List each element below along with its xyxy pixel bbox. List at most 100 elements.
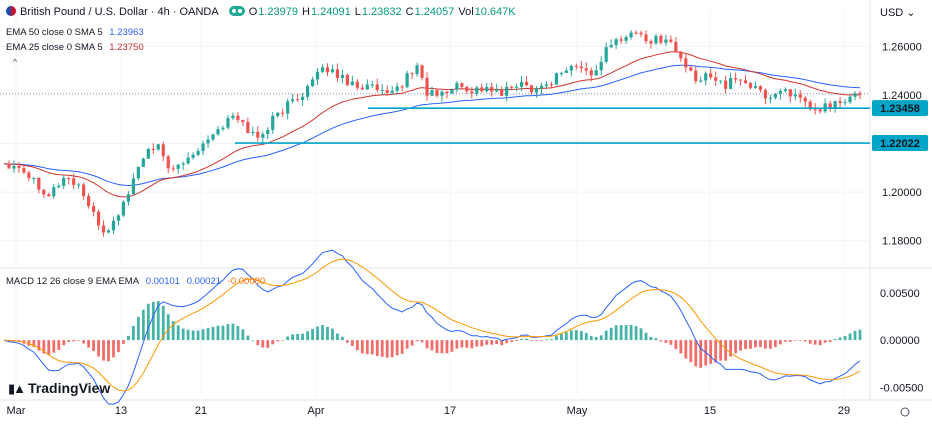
ema50-legend[interactable]: EMA 50 close 0 SMA 5 1.23963: [6, 27, 148, 38]
candle-body: [47, 194, 51, 197]
candle-body: [818, 109, 822, 112]
macd-hist-bar: [27, 340, 31, 346]
ohlc-key-c: C: [405, 6, 414, 18]
currency-selector[interactable]: USD ⌄: [880, 6, 916, 19]
macd-tick-label: -0.00500: [880, 382, 923, 394]
macd-hist-bar: [370, 340, 374, 355]
macd-hist-bar: [684, 340, 688, 359]
macd-hist-bar: [589, 336, 593, 341]
candle-body: [226, 118, 230, 128]
candle-body: [480, 87, 484, 92]
macd-hist-bar: [42, 340, 46, 354]
candle-body: [256, 131, 260, 138]
macd-hist-bar: [535, 340, 538, 341]
candle-body: [848, 96, 852, 103]
collapse-legend-button[interactable]: ^: [12, 57, 18, 67]
ema25-legend[interactable]: EMA 25 close 0 SMA 5 1.23750: [6, 42, 148, 53]
macd-hist-bar: [107, 340, 110, 362]
candle-body: [196, 151, 200, 155]
macd-hist-bar: [151, 301, 155, 341]
macd-hist-bar: [117, 340, 120, 353]
macd-hist-bar: [166, 314, 170, 341]
macd-legend[interactable]: MACD 12 26 close 9 EMA EMA 0.00101 0.000…: [6, 276, 269, 287]
price-label-box: [872, 135, 928, 152]
macd-hist-bar: [719, 340, 723, 361]
macd-hist-bar: [555, 335, 558, 341]
candle-body: [788, 89, 792, 97]
macd-hist-bar: [331, 328, 334, 341]
candle-body: [778, 90, 782, 94]
candle-body: [534, 88, 539, 93]
x-tick-label: 29: [838, 405, 850, 417]
candle-body: [798, 94, 802, 98]
candle-body: [699, 80, 703, 82]
macd-hist-bar: [226, 324, 230, 341]
x-tick-label: 17: [444, 405, 456, 417]
macd-hist-bar: [405, 340, 409, 349]
price-tick-label: 1.20000: [882, 187, 922, 199]
candle-body: [301, 96, 305, 101]
candle-body: [614, 39, 618, 46]
candle-body: [176, 164, 180, 169]
tradingview-icon: ▮▲: [8, 381, 26, 396]
candle-body: [126, 194, 131, 202]
macd-hist-bar: [455, 340, 459, 349]
macd-hist-bar: [410, 340, 414, 346]
symbol-title[interactable]: British Pound / U.S. Dollar · 4h · OANDA: [20, 6, 219, 18]
candle-body: [609, 45, 613, 48]
candle-body: [360, 87, 364, 90]
candle-body: [365, 84, 369, 90]
macd-hist-bar: [266, 340, 270, 348]
macd-hist-bar: [350, 340, 354, 347]
currency-label: USD: [880, 7, 904, 19]
candle-body: [838, 101, 842, 103]
tradingview-logo[interactable]: ▮▲ TradingView: [8, 380, 110, 397]
macd-hist-bar: [425, 340, 429, 349]
macd-hist-bar: [475, 340, 479, 347]
macd-hist-bar: [709, 340, 713, 364]
candle-body: [584, 68, 588, 71]
candle-body: [12, 166, 16, 169]
macd-hist-bar: [739, 340, 742, 351]
candle-body: [355, 81, 359, 88]
candle-body: [52, 187, 56, 197]
macd-hist-value: 0.00101: [145, 276, 181, 287]
ohlc-key-o: O: [248, 6, 258, 18]
macd-hist-bar: [32, 340, 36, 347]
macd-hist-bar: [221, 325, 225, 341]
macd-hist-bar: [679, 340, 683, 354]
candle-body: [82, 184, 86, 197]
ema50-label: EMA 50 close 0 SMA 5: [6, 27, 103, 38]
candle-body: [719, 80, 723, 82]
macd-hist-bar: [122, 340, 125, 344]
macd-hist-bar: [793, 340, 797, 341]
candle-body: [753, 86, 758, 88]
candle-body: [554, 73, 559, 85]
macd-hist-bar: [186, 329, 190, 341]
macd-hist-bar: [599, 335, 603, 341]
candle-body: [505, 86, 509, 96]
candle-body: [156, 144, 160, 150]
macd-hist-bar: [614, 325, 618, 341]
candle-body: [420, 65, 424, 78]
macd-hist-bar: [818, 340, 822, 346]
macd-hist-bar: [336, 333, 339, 341]
macd-hist-bar: [97, 340, 100, 357]
candle-body: [823, 103, 827, 112]
candle-body: [315, 71, 320, 80]
candle-body: [191, 154, 195, 158]
candle-body: [559, 72, 563, 74]
candle-body: [380, 89, 384, 91]
candle-body: [639, 32, 643, 35]
candle-body: [271, 115, 275, 130]
macd-hist-bar: [564, 332, 568, 341]
candle-body: [116, 215, 121, 221]
macd-hist-bar: [465, 340, 469, 348]
macd-hist-bar: [400, 340, 404, 354]
macd-hist-bar: [141, 309, 145, 341]
macd-hist-bar: [345, 340, 349, 343]
macd-hist-bar: [375, 340, 379, 357]
candle-body: [738, 79, 743, 81]
ohlc-value-h: 1.24091: [310, 6, 351, 18]
